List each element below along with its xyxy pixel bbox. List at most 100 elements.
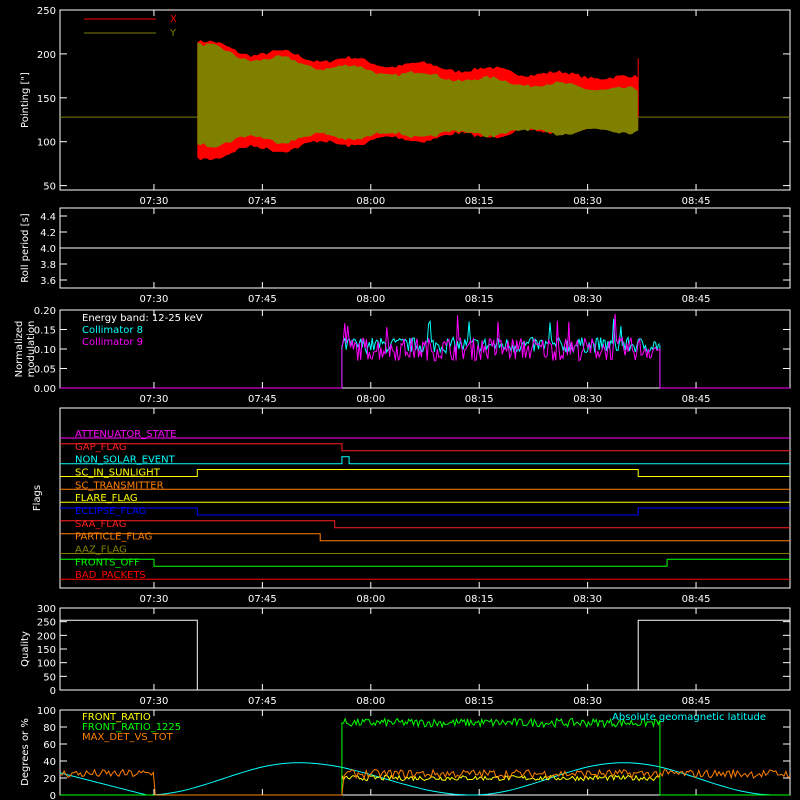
ratios-ytick-label: 60 — [43, 740, 56, 751]
flag-label: FRONTS_OFF — [75, 557, 140, 568]
modulation-yticks: 0.00 0.05 0.10 0.15 0.20 — [34, 306, 790, 395]
modulation-ytick-label: 0.15 — [34, 326, 56, 337]
flags-xtick-label: 07:45 — [248, 594, 277, 605]
ratios-max-det — [59, 768, 791, 796]
modulation-ylabel: Normalized modulation — [14, 320, 37, 378]
pointing-ytick-label: 100 — [37, 138, 56, 149]
roll-xtick-label: 08:00 — [356, 294, 385, 305]
pointing-marks — [60, 39, 790, 161]
roll-xtick-label: 07:30 — [140, 294, 169, 305]
modulation-ytick-label: 0.20 — [34, 306, 56, 317]
flags-panel: 07:30 07:45 08:00 08:15 08:30 08:45 ATTENUATO… — [32, 407, 791, 605]
ratios-ytick-label: 20 — [43, 774, 56, 785]
ratios-geomag-curve — [59, 762, 776, 796]
modulation-xtick-label: 08:15 — [465, 394, 494, 405]
quality-ytick-label: 0 — [50, 686, 56, 697]
modulation-xtick-label: 08:45 — [682, 394, 711, 405]
roll-ylabel: Roll period [s] — [20, 213, 31, 282]
ratios-ytick-label: 40 — [43, 757, 56, 768]
flags-xtick-label: 08:15 — [465, 594, 494, 605]
flags-xtick-label: 08:45 — [682, 594, 711, 605]
ratios-front-ratio — [341, 774, 660, 782]
modulation-xtick-label: 07:30 — [140, 394, 169, 405]
flag-label: GAP_FLAG — [75, 442, 127, 453]
modulation-xticks: 07:30 07:45 08:00 08:15 08:30 08:45 — [140, 394, 711, 405]
quality-xtick-label: 08:45 — [682, 696, 711, 707]
quality-xtick-label: 07:30 — [140, 696, 169, 707]
modulation-ylabel-box: Normalized modulation — [14, 320, 37, 378]
flags-ylabel: Flags — [32, 485, 43, 511]
pointing-axes — [59, 9, 791, 191]
roll-ytick-label: 4.4 — [40, 212, 56, 223]
modulation-panel: 0.00 0.05 0.10 0.15 0.20 07:30 07:45 08:00 08:1… — [14, 306, 791, 405]
modulation-legend: Energy band: 12-25 keV Collimator 8 Coll… — [82, 313, 203, 348]
modulation-ytick-label: 0.00 — [34, 384, 56, 395]
quality-line — [60, 619, 790, 691]
quality-marks — [60, 619, 790, 691]
ratios-ytick-label: 100 — [37, 706, 56, 717]
modulation-legend-title: Energy band: 12-25 keV — [82, 313, 203, 324]
modulation-trace-1 — [341, 313, 661, 362]
flag-label: SC_IN_SUNLIGHT — [75, 468, 161, 479]
flag-line — [60, 456, 790, 465]
pointing-yticks: 50 100 150 200 250 — [37, 6, 790, 193]
flags-xtick-label: 08:30 — [573, 594, 602, 605]
flag-line — [60, 533, 790, 542]
quality-ylabel: Quality — [20, 631, 31, 667]
pointing-ytick-label: 200 — [37, 50, 56, 61]
ratios-axes — [59, 709, 791, 796]
flag-label: BAD_PACKETS — [75, 570, 146, 581]
roll-xtick-label: 08:30 — [573, 294, 602, 305]
flag-line — [60, 469, 790, 477]
flag-label: ECLIPSE_FLAG — [75, 506, 146, 517]
pointing-xtick-label: 08:15 — [465, 196, 494, 207]
modulation-ytick-label: 0.05 — [34, 365, 56, 376]
pointing-panel: 50 100 150 200 250 07:30 07:45 08:00 08:15 08:30… — [20, 6, 791, 207]
pointing-legend: X Y — [84, 14, 177, 39]
modulation-xtick-label: 08:30 — [573, 394, 602, 405]
roll-yticks: 3.6 3.8 4.0 4.2 4.4 — [40, 212, 790, 287]
modulation-xtick-label: 08:00 — [356, 394, 385, 405]
roll-xtick-label: 08:45 — [682, 294, 711, 305]
legend-front-ratio: FRONT_RATIO — [82, 712, 151, 723]
modulation-xtick-label: 07:45 — [248, 394, 277, 405]
ratios-legend: FRONT_RATIO FRONT_RATIO_1225 MAX_DET_VS_… — [82, 712, 766, 743]
pointing-xtick-label: 08:00 — [356, 196, 385, 207]
pointing-ytick-label: 50 — [43, 182, 56, 193]
flag-line — [60, 558, 790, 567]
roll-xtick-label: 07:45 — [248, 294, 277, 305]
quality-ytick-label: 100 — [37, 659, 56, 670]
modulation-trace-0 — [341, 318, 661, 355]
flag-line — [60, 520, 790, 529]
quality-yticks: 0 50 100 150 200 250 300 — [37, 604, 790, 697]
quality-ytick-label: 300 — [37, 604, 56, 615]
ratios-marks — [59, 717, 791, 796]
flag-label: ATTENUATOR_STATE — [75, 429, 176, 440]
legend-y-label: Y — [169, 28, 177, 39]
pointing-xtick-label: 07:45 — [248, 196, 277, 207]
roll-ytick-label: 3.8 — [40, 260, 56, 271]
roll-ytick-label: 4.0 — [40, 244, 56, 255]
flags-xtick-label: 08:00 — [356, 594, 385, 605]
pointing-ytick-label: 150 — [37, 94, 56, 105]
legend-geomag: Absolute geomagnetic latitude — [612, 712, 766, 723]
quality-xtick-label: 08:00 — [356, 696, 385, 707]
legend-x-label: X — [170, 14, 177, 25]
ratios-ytick-label: 80 — [43, 723, 56, 734]
flag-label: FLARE_FLAG — [75, 493, 138, 504]
pointing-xtick-label: 08:30 — [573, 196, 602, 207]
quality-xtick-label: 08:15 — [465, 696, 494, 707]
flag-line — [60, 443, 790, 452]
roll-xtick-label: 08:15 — [465, 294, 494, 305]
roll-ytick-label: 4.2 — [40, 228, 56, 239]
quality-ytick-label: 200 — [37, 631, 56, 642]
pointing-ytick-label: 250 — [37, 6, 56, 17]
quality-xtick-label: 07:45 — [248, 696, 277, 707]
roll-panel: 3.6 3.8 4.0 4.2 4.4 07:30 07:45 08:00 08:15 08:3… — [20, 207, 791, 305]
quality-ytick-label: 250 — [37, 618, 56, 629]
ratios-front-1225 — [60, 717, 790, 796]
flag-label: PARTICLE_FLAG — [75, 532, 152, 543]
flag-line — [60, 507, 790, 516]
